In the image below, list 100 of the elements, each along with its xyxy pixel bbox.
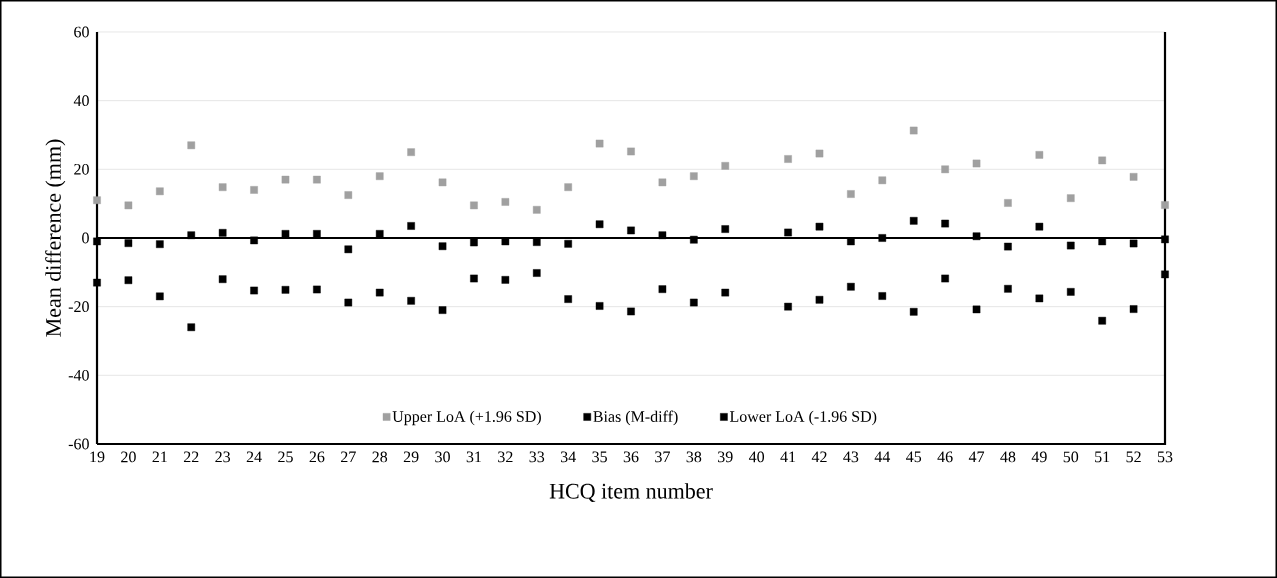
point xyxy=(1129,239,1138,248)
x-axis-title: HCQ item number xyxy=(549,483,713,502)
point xyxy=(972,232,981,241)
point xyxy=(595,139,604,148)
point xyxy=(156,240,164,248)
point xyxy=(501,198,510,206)
point xyxy=(815,149,824,158)
point xyxy=(124,201,133,210)
x-tick-label: 35 xyxy=(592,451,607,463)
point xyxy=(187,323,196,332)
point xyxy=(721,162,730,170)
point xyxy=(1161,201,1169,209)
x-tick-label: 53 xyxy=(1157,451,1173,463)
x-tick-label: 43 xyxy=(843,451,859,463)
point xyxy=(1129,173,1138,181)
point xyxy=(218,229,227,237)
point xyxy=(187,141,196,150)
point xyxy=(281,286,290,294)
y-axis-title: Mean difference (mm) xyxy=(45,139,66,337)
x-tick-label: 20 xyxy=(121,451,136,463)
x-tick-label: 26 xyxy=(309,451,325,463)
x-tick-label: 22 xyxy=(183,451,199,463)
point xyxy=(627,307,635,316)
point xyxy=(690,172,698,180)
x-tick-label: 23 xyxy=(215,451,231,463)
point xyxy=(941,219,949,228)
x-tick-label: 39 xyxy=(718,451,733,463)
x-tick-label: 49 xyxy=(1031,451,1047,463)
x-tick-label: 29 xyxy=(403,451,419,463)
x-tick-label: 31 xyxy=(466,451,481,463)
x-tick-label: 30 xyxy=(435,451,450,463)
point xyxy=(878,234,887,242)
point xyxy=(878,292,887,300)
point xyxy=(972,305,981,314)
point xyxy=(1066,288,1075,296)
point xyxy=(532,238,541,246)
x-tick-label: 33 xyxy=(529,451,545,463)
point xyxy=(1129,305,1138,313)
x-tick-label: 28 xyxy=(372,451,388,463)
point xyxy=(1035,294,1044,303)
x-tick-label: 48 xyxy=(1000,451,1016,463)
x-tick-label: 21 xyxy=(152,451,167,463)
point xyxy=(375,172,384,180)
point xyxy=(721,288,730,297)
point xyxy=(313,175,321,184)
point xyxy=(1066,241,1075,250)
point xyxy=(438,306,447,314)
point xyxy=(218,275,227,283)
point xyxy=(1004,199,1012,207)
legend-label: Upper LoA (+1.96 SD) xyxy=(392,410,541,426)
x-tick-label: 25 xyxy=(278,451,293,463)
x-tick-label: 51 xyxy=(1095,451,1110,463)
y-tick-label: 40 xyxy=(73,95,89,107)
x-tick-label: 44 xyxy=(874,451,891,463)
x-tick-label: 19 xyxy=(90,451,105,463)
point xyxy=(250,236,258,245)
x-tick-label: 42 xyxy=(811,451,827,463)
point xyxy=(470,238,478,247)
y-tick-label: -60 xyxy=(68,438,89,450)
point xyxy=(815,295,824,304)
x-tick-label: 24 xyxy=(246,451,262,463)
point xyxy=(156,187,164,196)
point xyxy=(721,225,730,233)
point xyxy=(532,206,541,214)
x-tick-label: 32 xyxy=(498,451,513,463)
point xyxy=(313,230,321,238)
point xyxy=(690,298,698,307)
point xyxy=(1004,285,1012,293)
point xyxy=(470,274,478,283)
x-tick-label: 47 xyxy=(968,451,985,463)
point xyxy=(847,190,855,198)
point xyxy=(187,231,196,240)
point xyxy=(407,297,415,305)
point xyxy=(784,228,792,237)
point xyxy=(690,235,698,244)
point xyxy=(627,147,635,156)
point xyxy=(972,159,981,168)
x-tick-label: 52 xyxy=(1126,451,1141,463)
point xyxy=(909,308,918,316)
point xyxy=(407,148,415,156)
point xyxy=(941,165,949,174)
legend-label: Bias (M-diff) xyxy=(593,410,678,426)
x-tick-label: 37 xyxy=(655,451,670,463)
point xyxy=(658,285,667,293)
point xyxy=(878,176,887,185)
point xyxy=(564,295,572,303)
point xyxy=(281,175,290,184)
x-tick-label: 41 xyxy=(780,451,796,463)
point xyxy=(407,222,415,230)
point xyxy=(658,231,667,240)
point xyxy=(156,292,164,301)
point xyxy=(93,196,101,205)
point xyxy=(1098,156,1106,165)
point xyxy=(1161,235,1169,244)
point xyxy=(595,302,604,310)
point xyxy=(375,230,384,238)
point xyxy=(941,274,949,283)
point xyxy=(784,302,792,311)
point xyxy=(909,217,918,225)
y-tick-label: 20 xyxy=(74,163,89,175)
